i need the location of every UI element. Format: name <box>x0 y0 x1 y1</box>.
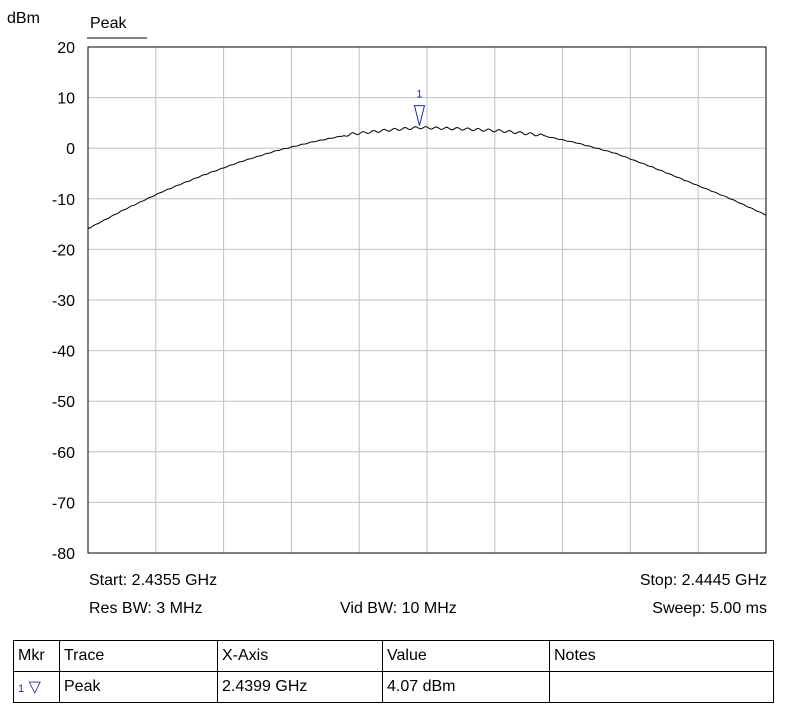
trace-line-peak <box>87 126 767 230</box>
y-tick-label: 10 <box>57 91 75 108</box>
y-tick-label: -30 <box>52 293 75 310</box>
start-frequency: Start: 2.4355 GHz <box>89 572 218 589</box>
x-axis-cell: 2.4399 GHz <box>217 671 383 703</box>
table-row[interactable]: 1 ▽ Peak 2.4399 GHz 4.07 dBm <box>13 671 774 703</box>
marker-table-header: Mkr Trace X-Axis Value Notes <box>13 640 774 672</box>
col-trace: Trace <box>59 640 218 672</box>
y-tick-label: -40 <box>52 344 75 361</box>
col-mkr: Mkr <box>13 640 60 672</box>
y-unit-label: dBm <box>7 10 40 27</box>
stop-frequency: Stop: 2.4445 GHz <box>639 572 767 589</box>
y-tick-label: -70 <box>52 495 75 512</box>
trace-cell: Peak <box>59 671 218 703</box>
down-triangle-icon: ▽ <box>28 679 41 696</box>
marker-number-cell: 1 <box>18 683 25 695</box>
grid-lines <box>88 47 766 553</box>
col-value: Value <box>382 640 550 672</box>
marker-cell[interactable]: 1 ▽ <box>13 671 60 703</box>
notes-cell <box>549 671 774 703</box>
value-cell: 4.07 dBm <box>382 671 550 703</box>
y-tick-label: 0 <box>66 141 75 158</box>
y-tick-label: 20 <box>57 40 75 57</box>
y-tick-label: -20 <box>52 242 75 259</box>
marker-table: Mkr Trace X-Axis Value Notes 1 ▽ Peak 2.… <box>13 640 774 703</box>
y-tick-label: -60 <box>52 445 75 462</box>
marker-1: 1 <box>413 89 426 126</box>
sweep-time: Sweep: 5.00 ms <box>652 600 767 617</box>
y-tick-label: -80 <box>52 546 75 563</box>
plot-frame <box>87 46 767 554</box>
col-x-axis: X-Axis <box>217 640 383 672</box>
spectrum-plot: dBm Peak 20 10 0 -10 -20 -30 -40 -50 -60 -70 -80 1 <box>7 10 767 563</box>
res-bw: Res BW: 3 MHz <box>89 600 203 617</box>
col-notes: Notes <box>549 640 774 672</box>
vid-bw: Vid BW: 10 MHz <box>340 600 457 617</box>
marker-number: 1 <box>416 89 422 101</box>
y-tick-label: -10 <box>52 192 75 209</box>
marker-triangle-icon <box>413 105 426 126</box>
y-tick-labels: 20 10 0 -10 -20 -30 -40 -50 -60 -70 -80 <box>52 40 75 563</box>
y-tick-label: -50 <box>52 394 75 411</box>
legend-label: Peak <box>90 15 127 32</box>
